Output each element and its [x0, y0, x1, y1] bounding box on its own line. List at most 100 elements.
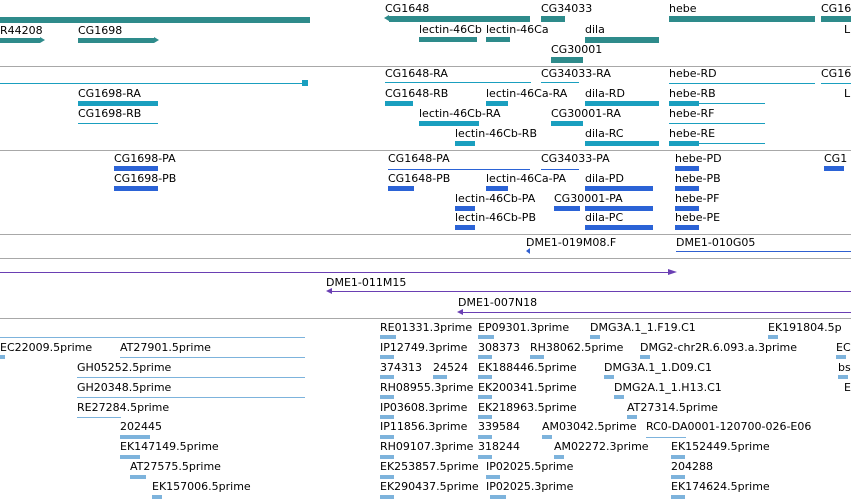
gene-bar[interactable]: [0, 38, 40, 43]
protein-bar[interactable]: [585, 225, 653, 230]
clone-line[interactable]: [0, 272, 674, 273]
protein-bar[interactable]: [455, 206, 475, 211]
est-bar[interactable]: [478, 415, 492, 419]
gene-bar-cg16[interactable]: [821, 16, 851, 22]
est-bar[interactable]: [768, 335, 778, 339]
transcript-bar[interactable]: [486, 101, 508, 106]
est-line[interactable]: [77, 397, 305, 398]
est-bar[interactable]: [433, 375, 447, 379]
protein-bar[interactable]: [675, 186, 699, 191]
est-bar[interactable]: [478, 455, 492, 459]
transcript-bar[interactable]: [669, 101, 699, 106]
transcript-line[interactable]: [821, 83, 851, 84]
est-bar[interactable]: [530, 355, 544, 359]
gene-bar-cg1698[interactable]: [78, 38, 154, 43]
est-bar[interactable]: [120, 435, 150, 439]
protein-line[interactable]: [388, 169, 530, 170]
est-bar[interactable]: [380, 415, 394, 419]
transcript-bar[interactable]: [419, 121, 479, 126]
protein-bar[interactable]: [585, 206, 653, 211]
gene-bar-lectin-46cb[interactable]: [419, 37, 477, 42]
est-bar[interactable]: [380, 395, 394, 399]
est-line[interactable]: [0, 337, 305, 338]
protein-bar[interactable]: [675, 206, 699, 211]
transcript-bar[interactable]: [551, 121, 583, 126]
protein-bar[interactable]: [114, 186, 158, 191]
transcript-line[interactable]: [78, 123, 158, 124]
protein-label: CG1648-PA: [388, 152, 450, 165]
transcript-bar[interactable]: [585, 101, 659, 106]
est-bar[interactable]: [486, 475, 500, 479]
est-bar[interactable]: [478, 435, 492, 439]
transcript-line[interactable]: [541, 82, 579, 83]
est-bar[interactable]: [478, 355, 492, 359]
est-bar[interactable]: [614, 395, 624, 399]
est-bar[interactable]: [380, 475, 394, 479]
est-bar[interactable]: [380, 375, 394, 379]
transcript-line[interactable]: [669, 123, 765, 124]
est-line[interactable]: [77, 377, 305, 378]
gene-bar-hebe[interactable]: [669, 16, 815, 22]
transcript-line[interactable]: [385, 82, 531, 83]
clone-line[interactable]: [676, 251, 851, 252]
est-line[interactable]: [77, 417, 121, 418]
est-bar[interactable]: [836, 355, 846, 359]
transcript-bar[interactable]: [78, 101, 158, 106]
protein-bar[interactable]: [114, 166, 158, 171]
gene-bar-cg30001[interactable]: [551, 57, 583, 63]
est-bar[interactable]: [542, 435, 552, 439]
est-bar[interactable]: [838, 375, 848, 379]
protein-bar[interactable]: [455, 225, 475, 230]
est-bar[interactable]: [380, 435, 394, 439]
clone-line[interactable]: [330, 291, 851, 292]
est-bar[interactable]: [478, 395, 492, 399]
protein-label: lectin-46Cb-PA: [455, 192, 536, 205]
est-bar[interactable]: [590, 335, 600, 339]
est-bar[interactable]: [627, 415, 637, 419]
est-line[interactable]: [646, 437, 686, 438]
transcript-bar[interactable]: [585, 141, 659, 146]
clone-label: DME1-011M15: [326, 276, 407, 289]
est-bar[interactable]: [0, 355, 5, 359]
transcript-bar[interactable]: [669, 141, 699, 146]
est-bar[interactable]: [490, 495, 506, 499]
gene-label: lectin-46Ca: [486, 23, 549, 36]
est-bar[interactable]: [554, 455, 564, 459]
gene-label: R44208: [0, 24, 43, 37]
est-bar[interactable]: [478, 335, 494, 339]
protein-bar[interactable]: [486, 186, 508, 191]
gene-bar-cg1648[interactable]: [389, 16, 530, 22]
est-bar[interactable]: [604, 375, 614, 379]
gene-bar-lectin-46ca[interactable]: [486, 37, 510, 42]
protein-bar[interactable]: [388, 186, 414, 191]
protein-bar[interactable]: [675, 166, 699, 171]
est-bar[interactable]: [671, 495, 685, 499]
est-bar[interactable]: [671, 455, 685, 459]
est-bar[interactable]: [130, 475, 146, 479]
est-line[interactable]: [120, 357, 305, 358]
gene-bar-r44208[interactable]: [0, 17, 310, 23]
clone-line[interactable]: [462, 312, 851, 313]
est-label: E: [844, 381, 851, 394]
est-label: GH05252.5prime: [77, 361, 172, 374]
protein-line[interactable]: [541, 169, 579, 170]
protein-bar[interactable]: [585, 186, 653, 191]
gene-bar-dila[interactable]: [585, 37, 659, 43]
protein-bar[interactable]: [824, 166, 844, 171]
est-bar[interactable]: [671, 475, 685, 479]
gene-bar-cg34033[interactable]: [541, 16, 565, 22]
est-bar[interactable]: [640, 355, 650, 359]
est-bar[interactable]: [478, 375, 492, 379]
est-bar[interactable]: [120, 455, 140, 459]
est-bar[interactable]: [380, 335, 396, 339]
protein-bar[interactable]: [554, 206, 580, 211]
transcript-bar[interactable]: [455, 141, 475, 146]
transcript-bar[interactable]: [385, 101, 413, 106]
transcript-line[interactable]: [669, 83, 815, 84]
protein-bar[interactable]: [675, 225, 699, 230]
est-bar[interactable]: [380, 455, 394, 459]
est-bar[interactable]: [152, 495, 162, 499]
transcript-line[interactable]: [0, 83, 305, 84]
est-bar[interactable]: [380, 355, 394, 359]
est-bar[interactable]: [380, 495, 394, 499]
